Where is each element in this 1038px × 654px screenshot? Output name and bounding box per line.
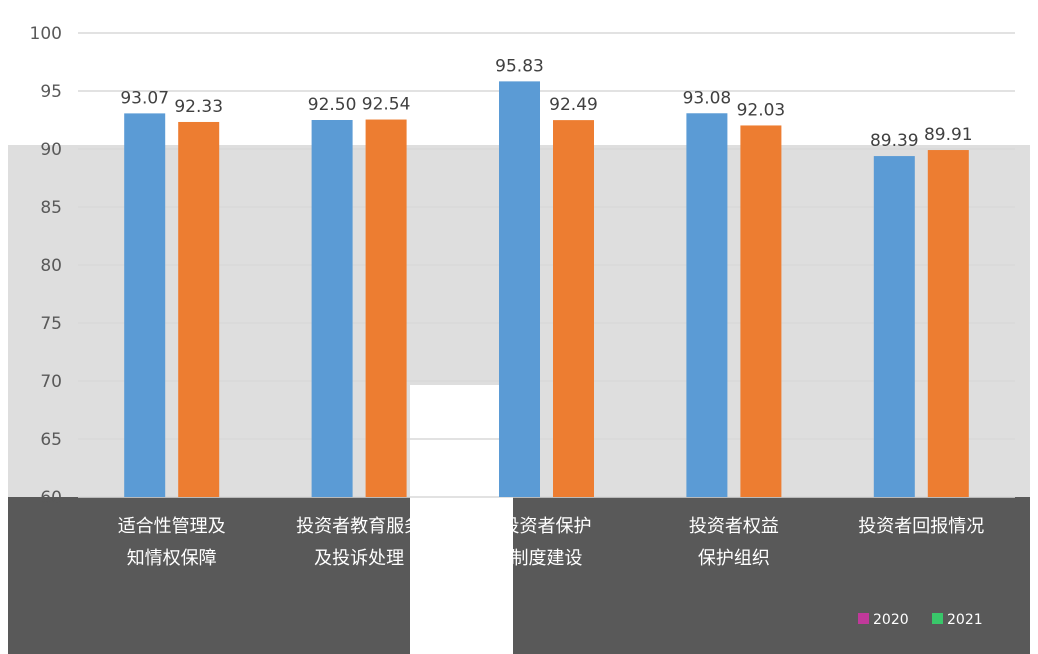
bar-2020-4: [686, 113, 728, 497]
y-tick-label-60: 60: [40, 488, 62, 508]
bar-2020-2: [311, 120, 353, 497]
data-label-2020-2: 92.50: [308, 95, 357, 115]
y-axis-tick-labels: 60 65 70 75 80 85 90 95 100: [30, 24, 62, 508]
gridlines: [78, 32, 1015, 498]
category-label-4-2: 保护组织: [698, 548, 770, 569]
data-label-2021-5: 89.91: [924, 125, 973, 145]
category-label-1-2: 知情权保障: [127, 548, 217, 569]
data-label-2020-1: 93.07: [120, 88, 169, 108]
legend-swatch-2021: [932, 613, 943, 624]
bar-2021-4: [740, 125, 782, 498]
y-tick-label-75: 75: [40, 314, 62, 334]
category-label-3-2: 制度建设: [511, 548, 583, 569]
legend-label-2021: 2021: [947, 612, 983, 628]
legend-label-2020: 2020: [873, 612, 909, 628]
data-label-2021-2: 92.54: [362, 95, 411, 115]
center-panel: [410, 385, 513, 654]
data-label-2021-3: 92.49: [549, 95, 598, 115]
y-tick-label-65: 65: [40, 430, 62, 450]
bar-2020-3: [499, 81, 540, 497]
data-label-2021-4: 92.03: [737, 100, 786, 120]
data-label-2020-5: 89.39: [870, 131, 919, 151]
legend: 2020 2021: [858, 612, 983, 628]
bar-2021-2: [365, 119, 407, 497]
category-label-1-1: 适合性管理及: [118, 516, 226, 537]
bar-2021-3: [553, 120, 594, 497]
y-tick-label-80: 80: [40, 256, 62, 276]
data-label-2020-4: 93.08: [683, 88, 732, 108]
category-label-2-1: 投资者教育服务: [296, 516, 422, 537]
category-label-5-1: 投资者回报情况: [858, 516, 984, 537]
legend-swatch-2020: [858, 613, 869, 624]
y-tick-label-90: 90: [40, 140, 62, 160]
category-axis-band: [8, 497, 1030, 654]
y-tick-label-100: 100: [30, 24, 62, 44]
y-tick-label-85: 85: [40, 198, 62, 218]
bar-2020-5: [873, 156, 915, 498]
y-tick-label-70: 70: [40, 372, 62, 392]
data-label-2021-1: 92.33: [174, 97, 223, 117]
bar-2020-1: [124, 113, 166, 497]
category-label-4-1: 投资者权益: [689, 516, 779, 537]
category-label-3-1: 投资者保护: [502, 516, 592, 537]
data-label-2020-3: 95.83: [495, 56, 544, 76]
bars: [124, 81, 969, 498]
bar-2021-1: [178, 121, 220, 498]
bar-2021-5: [927, 150, 969, 497]
category-label-2-2: 及投诉处理: [314, 548, 404, 569]
y-tick-label-95: 95: [40, 82, 62, 102]
